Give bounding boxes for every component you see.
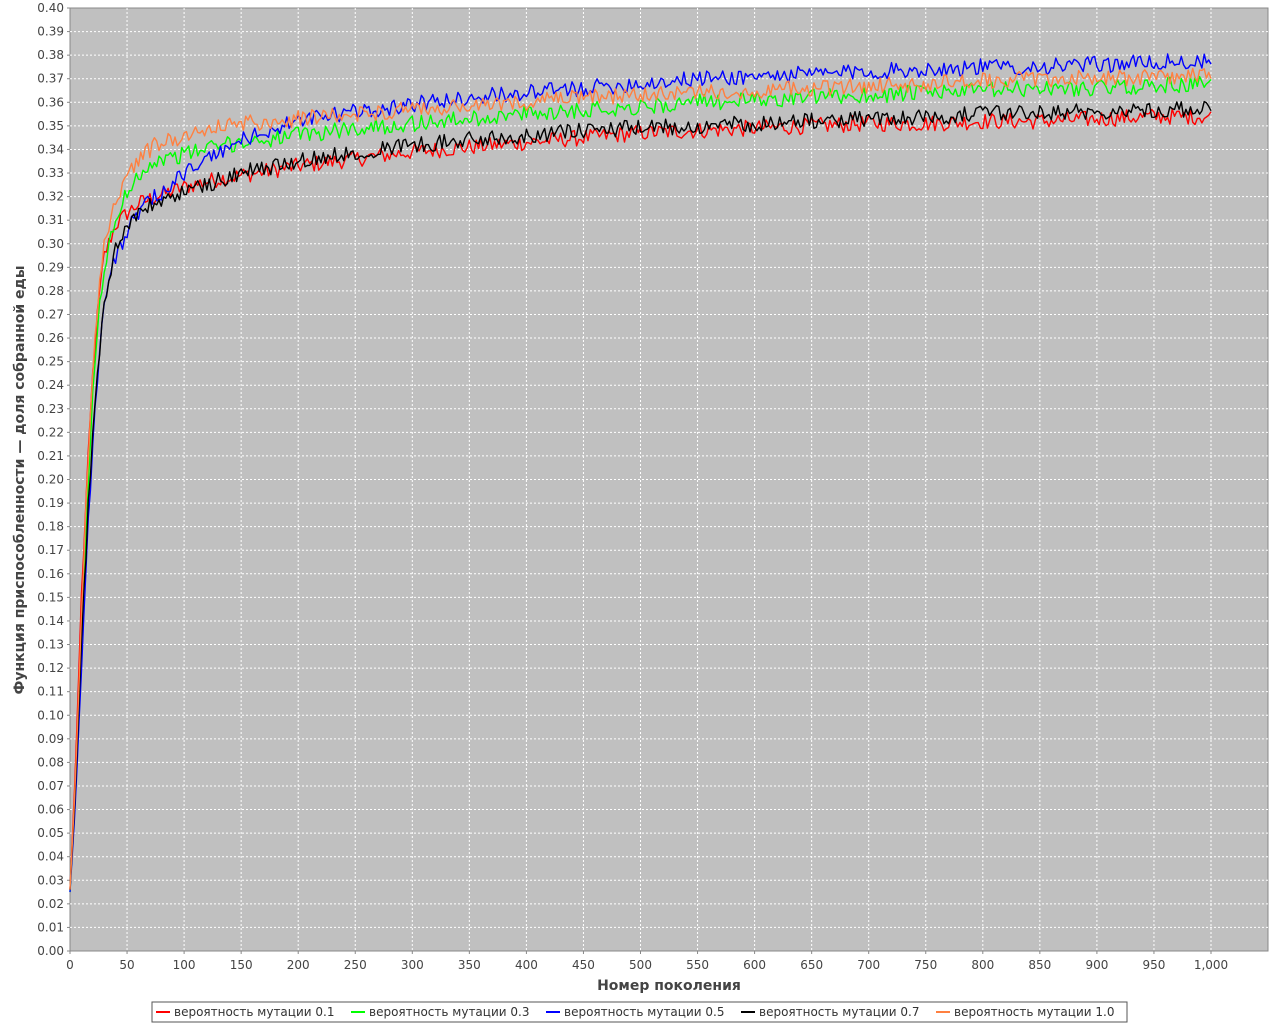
y-tick-label: 0.00 bbox=[37, 944, 64, 958]
y-tick-label: 0.12 bbox=[37, 661, 64, 675]
y-tick-label: 0.02 bbox=[37, 897, 64, 911]
x-tick-label: 0 bbox=[66, 958, 74, 972]
x-tick-label: 800 bbox=[971, 958, 994, 972]
y-tick-label: 0.05 bbox=[37, 826, 64, 840]
y-tick-label: 0.11 bbox=[37, 685, 64, 699]
x-tick-label: 850 bbox=[1028, 958, 1051, 972]
y-tick-label: 0.24 bbox=[37, 378, 64, 392]
y-tick-label: 0.25 bbox=[37, 355, 64, 369]
y-tick-label: 0.15 bbox=[37, 590, 64, 604]
plot-area bbox=[69, 7, 1269, 952]
y-tick-label: 0.27 bbox=[37, 307, 64, 321]
y-tick-label: 0.08 bbox=[37, 755, 64, 769]
x-tick-label: 550 bbox=[686, 958, 709, 972]
y-tick-label: 0.09 bbox=[37, 732, 64, 746]
y-tick-label: 0.23 bbox=[37, 402, 64, 416]
y-tick-label: 0.36 bbox=[37, 95, 64, 109]
legend-box bbox=[151, 1001, 1128, 1023]
y-tick-label: 0.06 bbox=[37, 803, 64, 817]
y-tick-label: 0.26 bbox=[37, 331, 64, 345]
y-axis-title: Функция приспособленности — доля собранн… bbox=[12, 265, 28, 694]
y-tick-label: 0.39 bbox=[37, 25, 64, 39]
y-tick-label: 0.29 bbox=[37, 260, 64, 274]
series-line bbox=[69, 67, 1212, 890]
x-tick-label: 200 bbox=[287, 958, 310, 972]
x-tick-label: 950 bbox=[1142, 958, 1165, 972]
y-tick-label: 0.19 bbox=[37, 496, 64, 510]
x-axis-title: Номер поколения bbox=[597, 978, 741, 994]
y-tick-label: 0.07 bbox=[37, 779, 64, 793]
x-tick-label: 600 bbox=[743, 958, 766, 972]
y-tick-label: 0.22 bbox=[37, 425, 64, 439]
y-tick-label: 0.01 bbox=[37, 920, 64, 934]
y-tick-label: 0.31 bbox=[37, 213, 64, 227]
series-line bbox=[69, 108, 1212, 890]
x-tick-label: 750 bbox=[914, 958, 937, 972]
axes: 0.00 0.01 0.02 0.03 0.04 0.05 0.06 0.07 0.08 0.09… bbox=[37, 1, 1228, 972]
x-tick-label: 500 bbox=[629, 958, 652, 972]
x-tick-label: 400 bbox=[515, 958, 538, 972]
y-tick-label: 0.20 bbox=[37, 473, 64, 487]
y-tick-label: 0.34 bbox=[37, 142, 64, 156]
legend-label: вероятность мутации 0.1 bbox=[174, 1005, 334, 1019]
x-tick-label: 50 bbox=[119, 958, 134, 972]
x-tick-label: 650 bbox=[800, 958, 823, 972]
x-tick-label: 350 bbox=[458, 958, 481, 972]
legend-label: вероятность мутации 0.7 bbox=[759, 1005, 919, 1019]
y-tick-label: 0.17 bbox=[37, 543, 64, 557]
y-tick-label: 0.32 bbox=[37, 190, 64, 204]
x-tick-label: 300 bbox=[401, 958, 424, 972]
y-tick-label: 0.04 bbox=[37, 850, 64, 864]
y-tick-label: 0.13 bbox=[37, 638, 64, 652]
y-tick-label: 0.03 bbox=[37, 873, 64, 887]
legend-label: вероятность мутации 0.3 bbox=[369, 1005, 529, 1019]
series-line bbox=[69, 100, 1212, 890]
legend-label: вероятность мутации 0.5 bbox=[564, 1005, 724, 1019]
y-tick-label: 0.38 bbox=[37, 48, 64, 62]
x-tick-label: 150 bbox=[230, 958, 253, 972]
legend: вероятность мутации 0.1 вероятность мутац… bbox=[151, 1001, 1128, 1023]
y-tick-label: 0.14 bbox=[37, 614, 64, 628]
y-tick-label: 0.30 bbox=[37, 237, 64, 251]
y-tick-label: 0.16 bbox=[37, 567, 64, 581]
series-line bbox=[69, 75, 1212, 893]
x-tick-label: 100 bbox=[173, 958, 196, 972]
x-tick-label: 900 bbox=[1085, 958, 1108, 972]
y-tick-label: 0.28 bbox=[37, 284, 64, 298]
x-tick-label: 1,000 bbox=[1194, 958, 1228, 972]
y-tick-label: 0.18 bbox=[37, 520, 64, 534]
y-tick-label: 0.33 bbox=[37, 166, 64, 180]
series-lines bbox=[69, 53, 1212, 893]
y-tick-label: 0.40 bbox=[37, 1, 64, 15]
x-tick-label: 250 bbox=[344, 958, 367, 972]
y-tick-label: 0.10 bbox=[37, 708, 64, 722]
x-tick-label: 700 bbox=[857, 958, 880, 972]
x-tick-label: 450 bbox=[572, 958, 595, 972]
y-tick-label: 0.35 bbox=[37, 119, 64, 133]
y-tick-label: 0.21 bbox=[37, 449, 64, 463]
y-tick-label: 0.37 bbox=[37, 72, 64, 86]
legend-label: вероятность мутации 1.0 bbox=[954, 1005, 1114, 1019]
